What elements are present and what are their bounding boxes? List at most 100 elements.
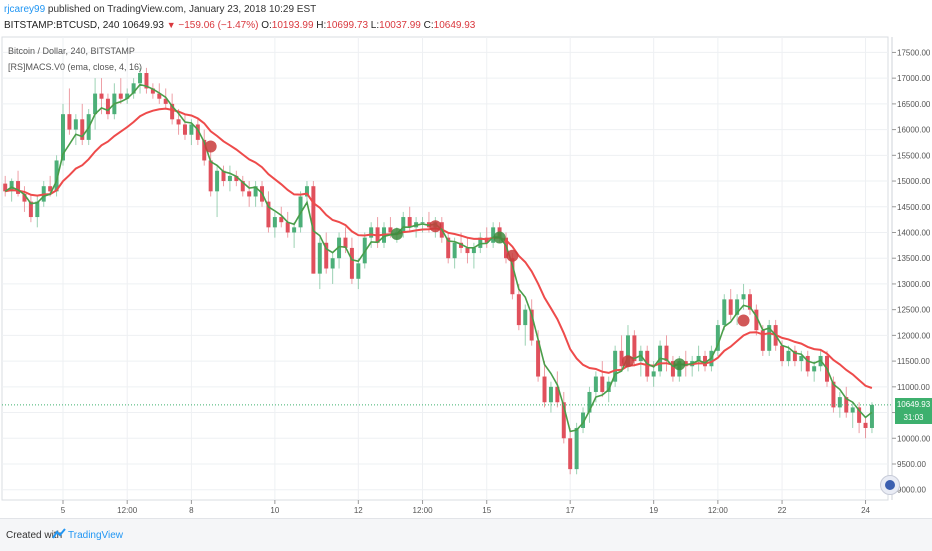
cross-marker-down [737,314,750,327]
x-tick-label: 22 [778,506,787,515]
candle-body [285,222,290,233]
candle-body [510,258,515,295]
candle-body [767,325,772,351]
candle-body [446,237,451,259]
candle-body [831,381,836,408]
candle-body [22,193,27,202]
candle-body [227,175,232,182]
y-tick-label: 12000.00 [897,331,931,340]
candle-body [240,181,245,192]
candle-body [664,345,669,362]
candle-body [857,407,862,423]
price-chart[interactable]: 17500.00 17000.00 16500.00 16000.00 15500.00… [0,0,932,518]
open-label: O: [261,20,272,31]
candle-body [337,237,342,259]
cross-marker-down [621,355,634,368]
candle-body [850,407,855,413]
y-tick-label: 16500.00 [897,100,931,109]
candle-body [356,263,361,279]
candle-body [452,242,457,259]
candle-body [125,93,130,99]
open-value: 10193.99 [271,20,314,31]
x-tick-label: 15 [482,506,491,515]
candle-body [715,325,720,351]
candle-body [73,119,78,130]
y-tick-label: 13000.00 [897,280,931,289]
y-tick-label: 17000.00 [897,74,931,83]
candle-body [574,427,579,470]
candle-body [266,201,271,228]
cross-marker-up [390,227,403,240]
candle-body [670,361,675,377]
cross-marker-down [506,249,519,262]
candle-body [863,422,868,428]
y-tick-label: 9500.00 [897,460,926,469]
candle-body [272,217,277,228]
cross-marker-up [673,358,686,371]
candle-body [54,160,59,192]
candle-body [208,160,213,192]
candle-body [593,376,598,392]
series-title: Bitcoin / Dollar, 240, BITSTAMP [8,46,135,56]
candle-body [118,93,123,99]
y-tick-label: 14000.00 [897,228,931,237]
candle-body [317,242,322,274]
y-tick-label: 15000.00 [897,177,931,186]
candle-body [459,242,464,248]
close-label: C: [423,20,434,31]
candle-body [465,247,470,254]
high-label: H: [316,20,327,31]
plot-frame [1,36,889,501]
cross-marker-down [204,140,217,153]
countdown-tag: 31:03 [895,411,932,425]
candle-body [542,376,547,403]
cross-marker-down [429,220,442,233]
candle-body [619,350,624,367]
author-link[interactable]: rjcarey99 [4,4,46,15]
candle-body [401,217,406,233]
candle-body [388,227,393,233]
y-tick-label: 17500.00 [897,48,931,57]
candle-body [735,299,740,315]
candle-body [330,258,335,269]
y-tick-label: 11000.00 [897,383,930,392]
candle-body [613,350,618,382]
cross-markers [204,140,750,371]
x-tick-label: 12:00 [413,506,434,515]
price-change: −159.06 (−1.47%) [178,20,259,31]
candle-body [105,98,110,115]
x-tick-label: 12:00 [117,506,138,515]
candle-body [523,309,528,326]
tradingview-brand[interactable]: TradingView [68,530,124,541]
candle-body [221,170,226,182]
candle-body [138,73,143,84]
candle-body [805,355,810,372]
candle-body [491,227,496,243]
y-tick-label: 13500.00 [897,254,931,263]
indicator-title[interactable]: [RS]MACS.V0 (ema, close, 4, 16) [8,62,143,72]
candle-body [343,237,348,248]
candle-body [625,335,630,367]
x-tick-label: 10 [270,506,279,515]
candle-body [760,330,765,351]
candle-body [93,93,98,115]
last-price: 10649.93 [122,20,164,31]
candle-body [484,237,489,243]
candle-body [632,335,637,362]
candle-body [754,309,759,331]
slow-ema-line [5,107,873,389]
candle-body [28,201,33,218]
candle-body [9,181,14,192]
candle-body [292,227,297,233]
candle-body [144,73,149,89]
candle-body [696,355,701,362]
y-tick-label: 11500.00 [897,357,930,366]
candle-body [420,222,425,224]
candle-body [35,201,40,218]
candle-body [786,350,791,362]
candle-body [80,119,85,140]
candle-body [61,114,65,161]
chart-badge-icon[interactable] [880,475,900,495]
candle-body [869,404,874,428]
candle-body [176,119,181,125]
